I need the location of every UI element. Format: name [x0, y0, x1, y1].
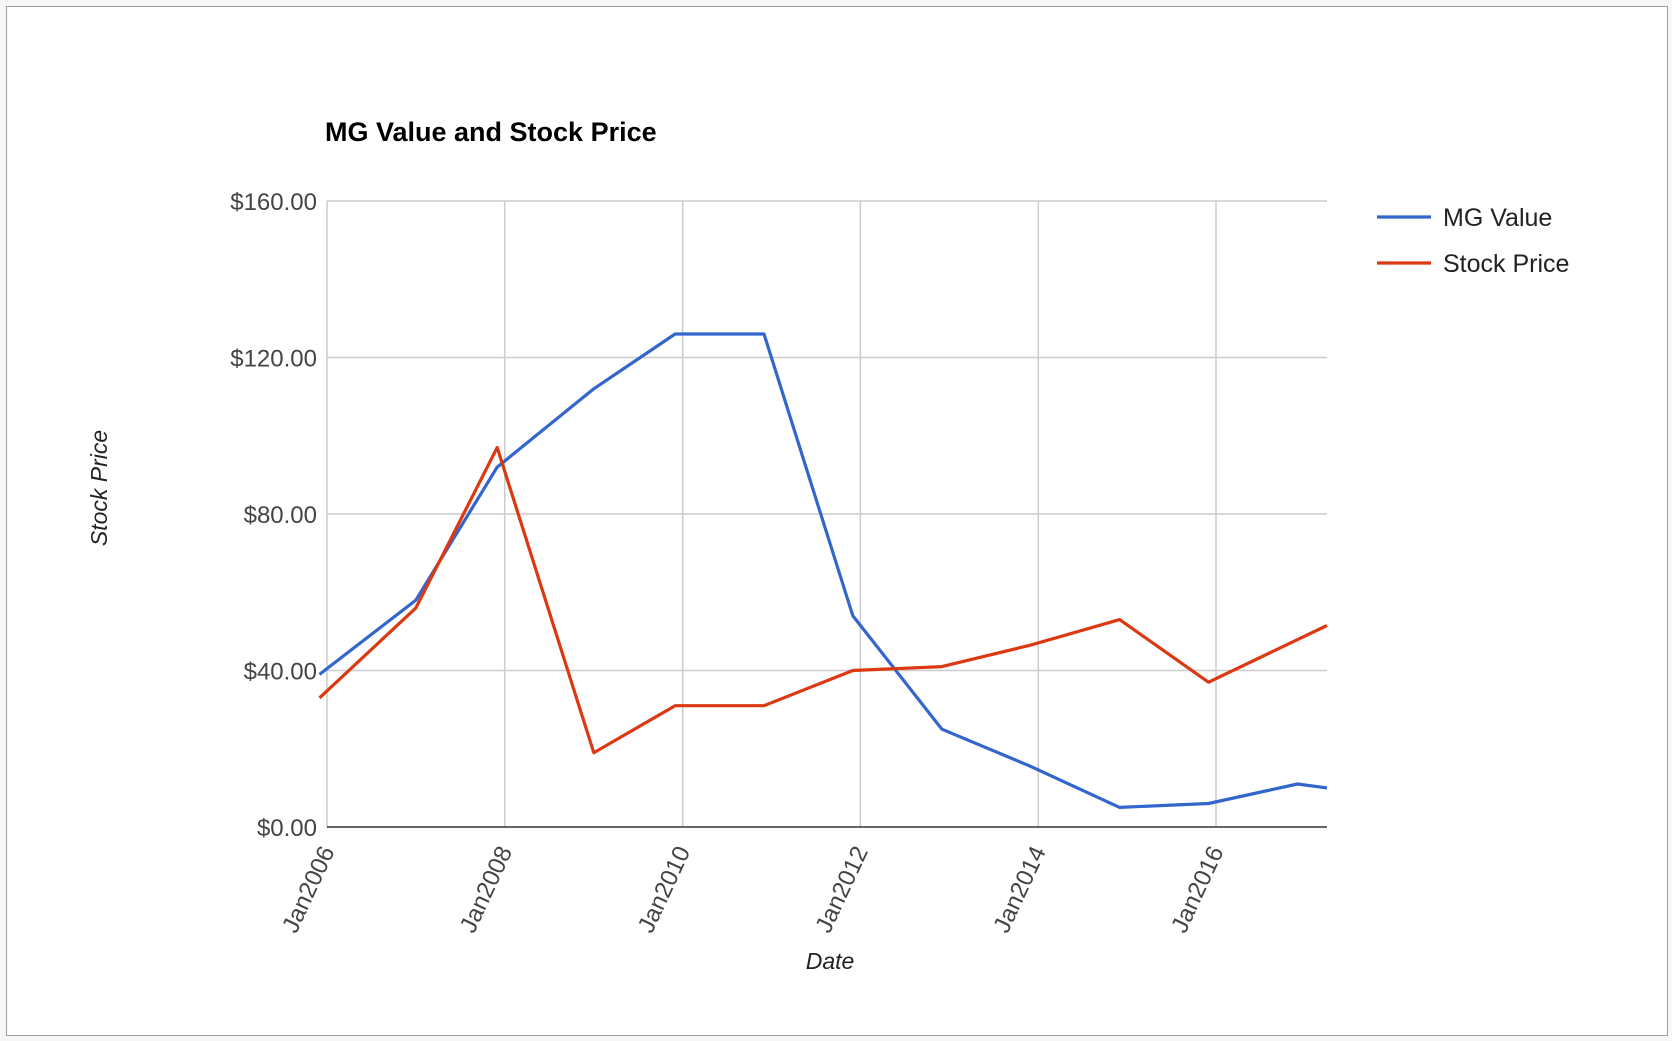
x-tick-label: Jan2008 [455, 842, 518, 937]
x-tick-label: Jan2012 [810, 842, 873, 937]
axes: $0.00 $40.00 $80.00 $120.00 $160.00 Jan2006 Ja… [230, 189, 1327, 937]
legend-label: Stock Price [1443, 250, 1569, 278]
chart-card: $0.00 $40.00 $80.00 $120.00 $160.00 Jan2006 Ja… [6, 6, 1668, 1036]
x-tick-label: Jan2014 [988, 842, 1051, 937]
series-line-mg-value [318, 332, 1328, 810]
y-tick-label: $0.00 [257, 815, 317, 842]
y-tick-label: $160.00 [230, 189, 317, 216]
grid [326, 200, 1327, 827]
chart-title: MG Value and Stock Price [325, 117, 657, 147]
x-tick-label: Jan2006 [277, 842, 340, 937]
line-chart: $0.00 $40.00 $80.00 $120.00 $160.00 Jan2006 Ja… [86, 117, 1569, 974]
series-lines [318, 332, 1328, 810]
y-tick-label: $120.00 [230, 346, 317, 373]
y-axis-title: Stock Price [86, 430, 112, 546]
legend-label: MG Value [1443, 204, 1552, 232]
legend: MG Value Stock Price [1377, 204, 1569, 278]
x-axis-title: Date [806, 948, 855, 974]
x-tick-label: Jan2016 [1166, 842, 1229, 937]
x-tick-label: Jan2010 [633, 842, 696, 937]
series-line-stock-price [318, 445, 1328, 755]
y-tick-label: $40.00 [244, 659, 317, 686]
y-tick-label: $80.00 [244, 502, 317, 529]
